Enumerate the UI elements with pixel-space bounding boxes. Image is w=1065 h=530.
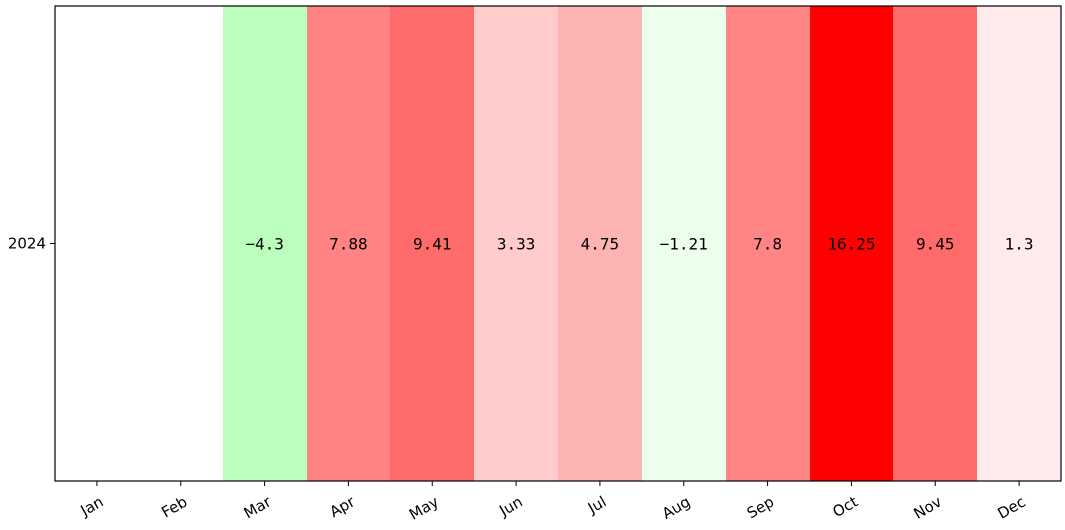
x-tick-label-mar: Mar	[241, 492, 275, 522]
x-axis-ticks: Jan Feb Mar Apr May Jun Jul Aug Sep Oct Nov Dec	[77, 481, 1029, 524]
y-tick-label-2024: 2024	[8, 235, 46, 253]
heatmap-cell-jun	[474, 6, 558, 481]
cell-value-label-apr: 7.88	[329, 235, 368, 254]
heatmap-cell-nov	[893, 6, 977, 481]
heatmap-cell-jul	[558, 6, 642, 481]
heatmap-cell-mar	[223, 6, 307, 481]
x-tick-label-dec: Dec	[995, 493, 1029, 523]
heatmap-cell-may	[390, 6, 474, 481]
x-tick-label-jun: Jun	[496, 493, 526, 521]
x-tick-label-may: May	[406, 493, 442, 524]
cell-value-label-nov: 9.45	[916, 235, 955, 254]
heatmap-cell-dec	[977, 6, 1061, 481]
cell-value-label-jun: 3.33	[497, 235, 536, 254]
heatmap-cell-jan	[55, 6, 139, 481]
x-tick-label-apr: Apr	[327, 492, 359, 521]
heatmap-cell-apr	[307, 6, 390, 481]
heatmap-cells	[55, 6, 1061, 481]
heatmap-cell-feb	[139, 6, 223, 481]
cell-value-label-mar: −4.3	[245, 235, 284, 254]
heatmap-cell-labels: −4.3 7.88 9.41 3.33 4.75 −1.21 7.8 16.25 9.45 1.3	[245, 235, 1033, 254]
cell-value-label-jul: 4.75	[581, 235, 620, 254]
heatmap-cell-sep	[726, 6, 810, 481]
cell-value-label-may: 9.41	[413, 235, 452, 254]
cell-value-label-aug: −1.21	[660, 235, 708, 254]
x-tick-label-jul: Jul	[584, 493, 610, 518]
x-tick-label-oct: Oct	[830, 493, 862, 522]
heatmap-cell-oct	[810, 6, 893, 481]
x-tick-label-sep: Sep	[744, 493, 777, 523]
cell-value-label-dec: 1.3	[1005, 235, 1034, 254]
plot-frame	[54, 5, 1062, 482]
x-tick-label-feb: Feb	[158, 493, 190, 522]
cell-value-label-oct: 16.25	[827, 235, 875, 254]
heatmap-cell-aug	[642, 6, 726, 481]
x-tick-label-nov: Nov	[910, 493, 944, 523]
x-tick-label-aug: Aug	[659, 493, 693, 523]
y-axis-ticks: 2024	[8, 235, 55, 253]
x-tick-label-jan: Jan	[77, 493, 107, 521]
cell-value-label-sep: 7.8	[753, 235, 782, 254]
